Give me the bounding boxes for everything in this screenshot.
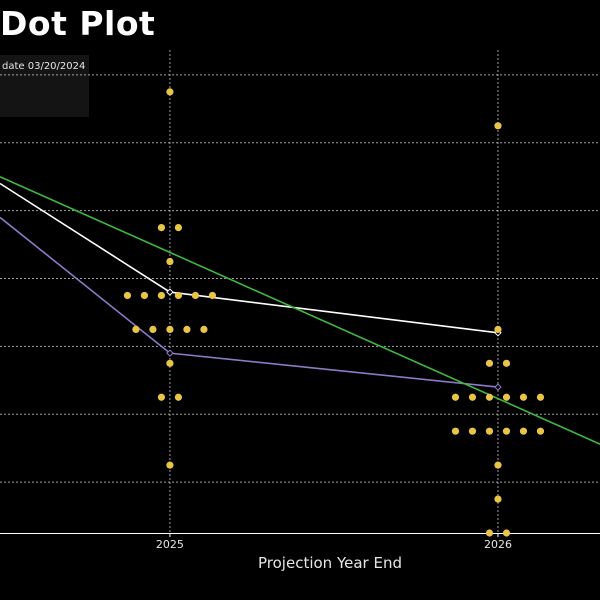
participant-dot xyxy=(157,224,166,232)
grid-lines xyxy=(0,50,600,533)
median-line-0 xyxy=(0,182,499,334)
participant-dot xyxy=(519,427,528,435)
median-marker xyxy=(166,349,174,357)
participant-dot xyxy=(502,529,511,537)
median-marker xyxy=(166,288,174,296)
x-tick-label: 2025 xyxy=(156,538,184,551)
participant-dot xyxy=(485,359,494,367)
participant-dot xyxy=(174,291,183,300)
legend-date-label: date 03/20/2024 xyxy=(2,61,86,72)
participant-dot xyxy=(485,529,494,537)
participant-dot xyxy=(183,325,191,333)
legend-box xyxy=(0,55,89,117)
participant-dot xyxy=(502,359,511,367)
participant-dot xyxy=(166,461,174,469)
participant-dot xyxy=(494,325,502,333)
x-tick-label: 2026 xyxy=(484,538,512,551)
participant-dot xyxy=(536,427,545,435)
participant-dot xyxy=(451,393,460,401)
participant-dot xyxy=(174,224,183,232)
median-line-2 xyxy=(0,175,600,445)
participant-dot xyxy=(132,325,140,333)
x-axis-title: Projection Year End xyxy=(258,554,402,572)
participant-dot xyxy=(468,393,477,401)
participant-dot xyxy=(519,393,528,401)
participant-dot xyxy=(157,393,166,401)
median-marker xyxy=(494,383,502,391)
participant-dot xyxy=(191,291,200,300)
median-lines xyxy=(0,175,600,445)
participant-dot xyxy=(123,291,132,300)
participant-dot xyxy=(536,393,545,401)
participant-dot xyxy=(502,427,511,435)
participant-dot xyxy=(166,257,174,266)
participant-dot xyxy=(208,291,217,300)
participant-dot xyxy=(494,495,502,503)
participant-dot xyxy=(166,359,174,367)
participant-dot xyxy=(174,393,183,401)
participant-dot xyxy=(485,393,494,401)
participant-dot xyxy=(485,427,494,435)
participant-dot xyxy=(451,427,460,435)
participant-dot xyxy=(166,325,174,333)
chart-title: Dot Plot xyxy=(0,4,156,43)
participant-dots xyxy=(123,88,545,537)
participant-dot xyxy=(166,88,174,96)
participant-dot xyxy=(157,291,166,300)
participant-dot xyxy=(149,325,157,333)
participant-dot xyxy=(468,427,477,435)
participant-dot xyxy=(494,461,502,469)
participant-dot xyxy=(502,393,511,401)
participant-dot xyxy=(494,122,502,130)
x-axis-ticks: 2025 2026 xyxy=(156,533,512,551)
participant-dot xyxy=(140,291,149,300)
participant-dot xyxy=(200,325,208,333)
